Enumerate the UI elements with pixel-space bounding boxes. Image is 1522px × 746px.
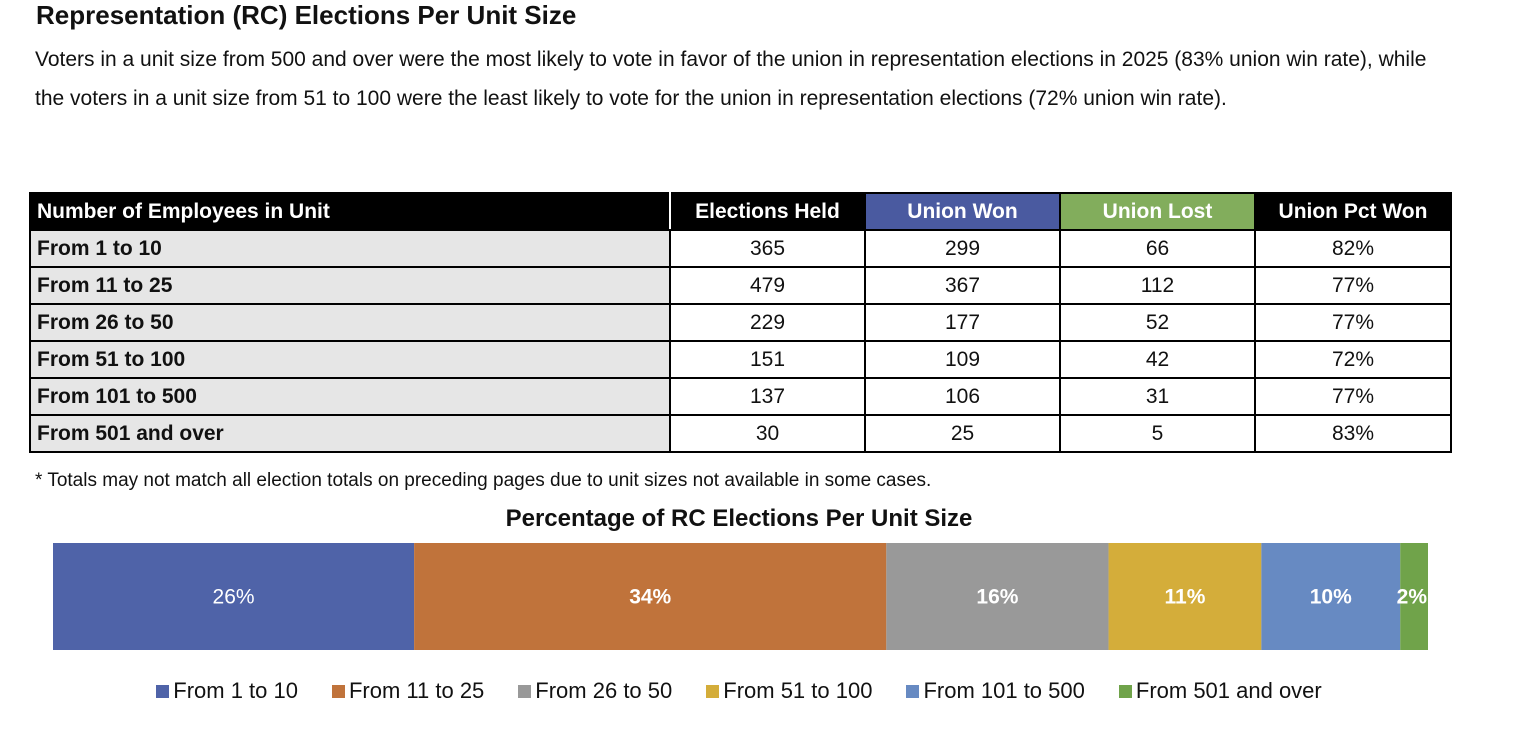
union-won-cell: 367 (864, 266, 1061, 305)
table-header-row: Number of Employees in Unit Elections He… (29, 192, 1452, 231)
union-pct-won-cell: 72% (1254, 340, 1452, 379)
data-label-6: 2% (1397, 586, 1428, 609)
unit-size-cell: From 1 to 10 (29, 229, 671, 268)
legend-item-5: From 101 to 500 (906, 678, 1085, 704)
unit-size-cell: From 51 to 100 (29, 340, 671, 379)
legend-label: From 51 to 100 (723, 678, 873, 703)
legend-item-3: From 26 to 50 (518, 678, 672, 704)
legend-label: From 501 and over (1135, 678, 1322, 703)
legend-item-2: From 11 to 25 (331, 678, 485, 704)
elections-held-cell: 137 (669, 377, 866, 416)
header-union-won: Union Won (864, 192, 1061, 231)
bar-segment-5 (1261, 543, 1401, 650)
legend-swatch (1118, 684, 1132, 698)
legend-item-4: From 51 to 100 (706, 678, 872, 704)
unit-size-cell: From 501 and over (29, 414, 671, 453)
unit-size-cell: From 101 to 500 (29, 377, 671, 416)
union-lost-cell: 31 (1059, 377, 1256, 416)
union-lost-cell: 5 (1059, 414, 1256, 453)
union-lost-cell: 66 (1059, 229, 1256, 268)
table-row: From 1 to 10 365 299 66 82% (29, 229, 1452, 268)
description-text: Voters in a unit size from 500 and over … (35, 48, 1427, 110)
data-label-3: 16% (976, 586, 1018, 609)
elections-held-cell: 229 (669, 303, 866, 342)
union-won-cell: 177 (864, 303, 1061, 342)
elections-held-cell: 151 (669, 340, 866, 379)
bar-segment-2 (414, 543, 887, 650)
chart-title: Percentage of RC Elections Per Unit Size (505, 505, 973, 532)
legend-item-1: From 1 to 10 (156, 678, 298, 704)
header-unit-size: Number of Employees in Unit (29, 192, 671, 231)
union-pct-won-cell: 77% (1254, 303, 1452, 342)
footnote: * Totals may not match all election tota… (35, 470, 932, 491)
legend-swatch (706, 684, 720, 698)
union-pct-won-cell: 83% (1254, 414, 1452, 453)
table-row: From 101 to 500 137 106 31 77% (29, 377, 1452, 416)
union-lost-cell: 112 (1059, 266, 1256, 305)
chart-legend: From 1 to 10 From 11 to 25 From 26 to 50 Fr… (0, 678, 1478, 704)
elections-table: Number of Employees in Unit Elections He… (29, 192, 1452, 453)
union-won-cell: 109 (864, 340, 1061, 379)
legend-item-6: From 501 and over (1118, 678, 1322, 704)
bar-segment-4 (1108, 543, 1262, 650)
table-row: From 11 to 25 479 367 112 77% (29, 266, 1452, 305)
union-lost-cell: 42 (1059, 340, 1256, 379)
union-won-cell: 106 (864, 377, 1061, 416)
bar-segment-3 (886, 543, 1109, 650)
data-label-1: 26% (213, 586, 255, 609)
union-pct-won-cell: 82% (1254, 229, 1452, 268)
page-title: Representation (RC) Elections Per Unit S… (36, 0, 577, 30)
table-row: From 26 to 50 229 177 52 77% (29, 303, 1452, 342)
unit-size-cell: From 11 to 25 (29, 266, 671, 305)
union-won-cell: 25 (864, 414, 1061, 453)
header-elections-held: Elections Held (669, 192, 866, 231)
data-label-2: 34% (629, 586, 671, 609)
union-pct-won-cell: 77% (1254, 266, 1452, 305)
legend-swatch (906, 684, 920, 698)
legend-label: From 1 to 10 (173, 678, 298, 703)
elections-held-cell: 479 (669, 266, 866, 305)
legend-label: From 11 to 25 (348, 678, 485, 703)
union-lost-cell: 52 (1059, 303, 1256, 342)
legend-swatch (518, 684, 532, 698)
legend-swatch (156, 684, 170, 698)
header-union-pct-won: Union Pct Won (1254, 192, 1452, 231)
unit-size-cell: From 26 to 50 (29, 303, 671, 342)
legend-label: From 26 to 50 (535, 678, 673, 703)
legend-label: From 101 to 500 (923, 678, 1085, 703)
table-row: From 51 to 100 151 109 42 72% (29, 340, 1452, 379)
union-won-cell: 299 (864, 229, 1061, 268)
legend-swatch (331, 684, 345, 698)
stacked-bar-chart: 26% 34% 16% 11% 10% 2% (53, 543, 1428, 650)
elections-held-cell: 365 (669, 229, 866, 268)
bar-segment-6 (1400, 543, 1428, 650)
elections-held-cell: 30 (669, 414, 866, 453)
table-row: From 501 and over 30 25 5 83% (29, 414, 1452, 453)
header-union-lost: Union Lost (1059, 192, 1256, 231)
union-pct-won-cell: 77% (1254, 377, 1452, 416)
data-label-4: 11% (1165, 586, 1206, 609)
bar-segment-1 (53, 543, 415, 650)
data-label-5: 10% (1310, 586, 1352, 609)
